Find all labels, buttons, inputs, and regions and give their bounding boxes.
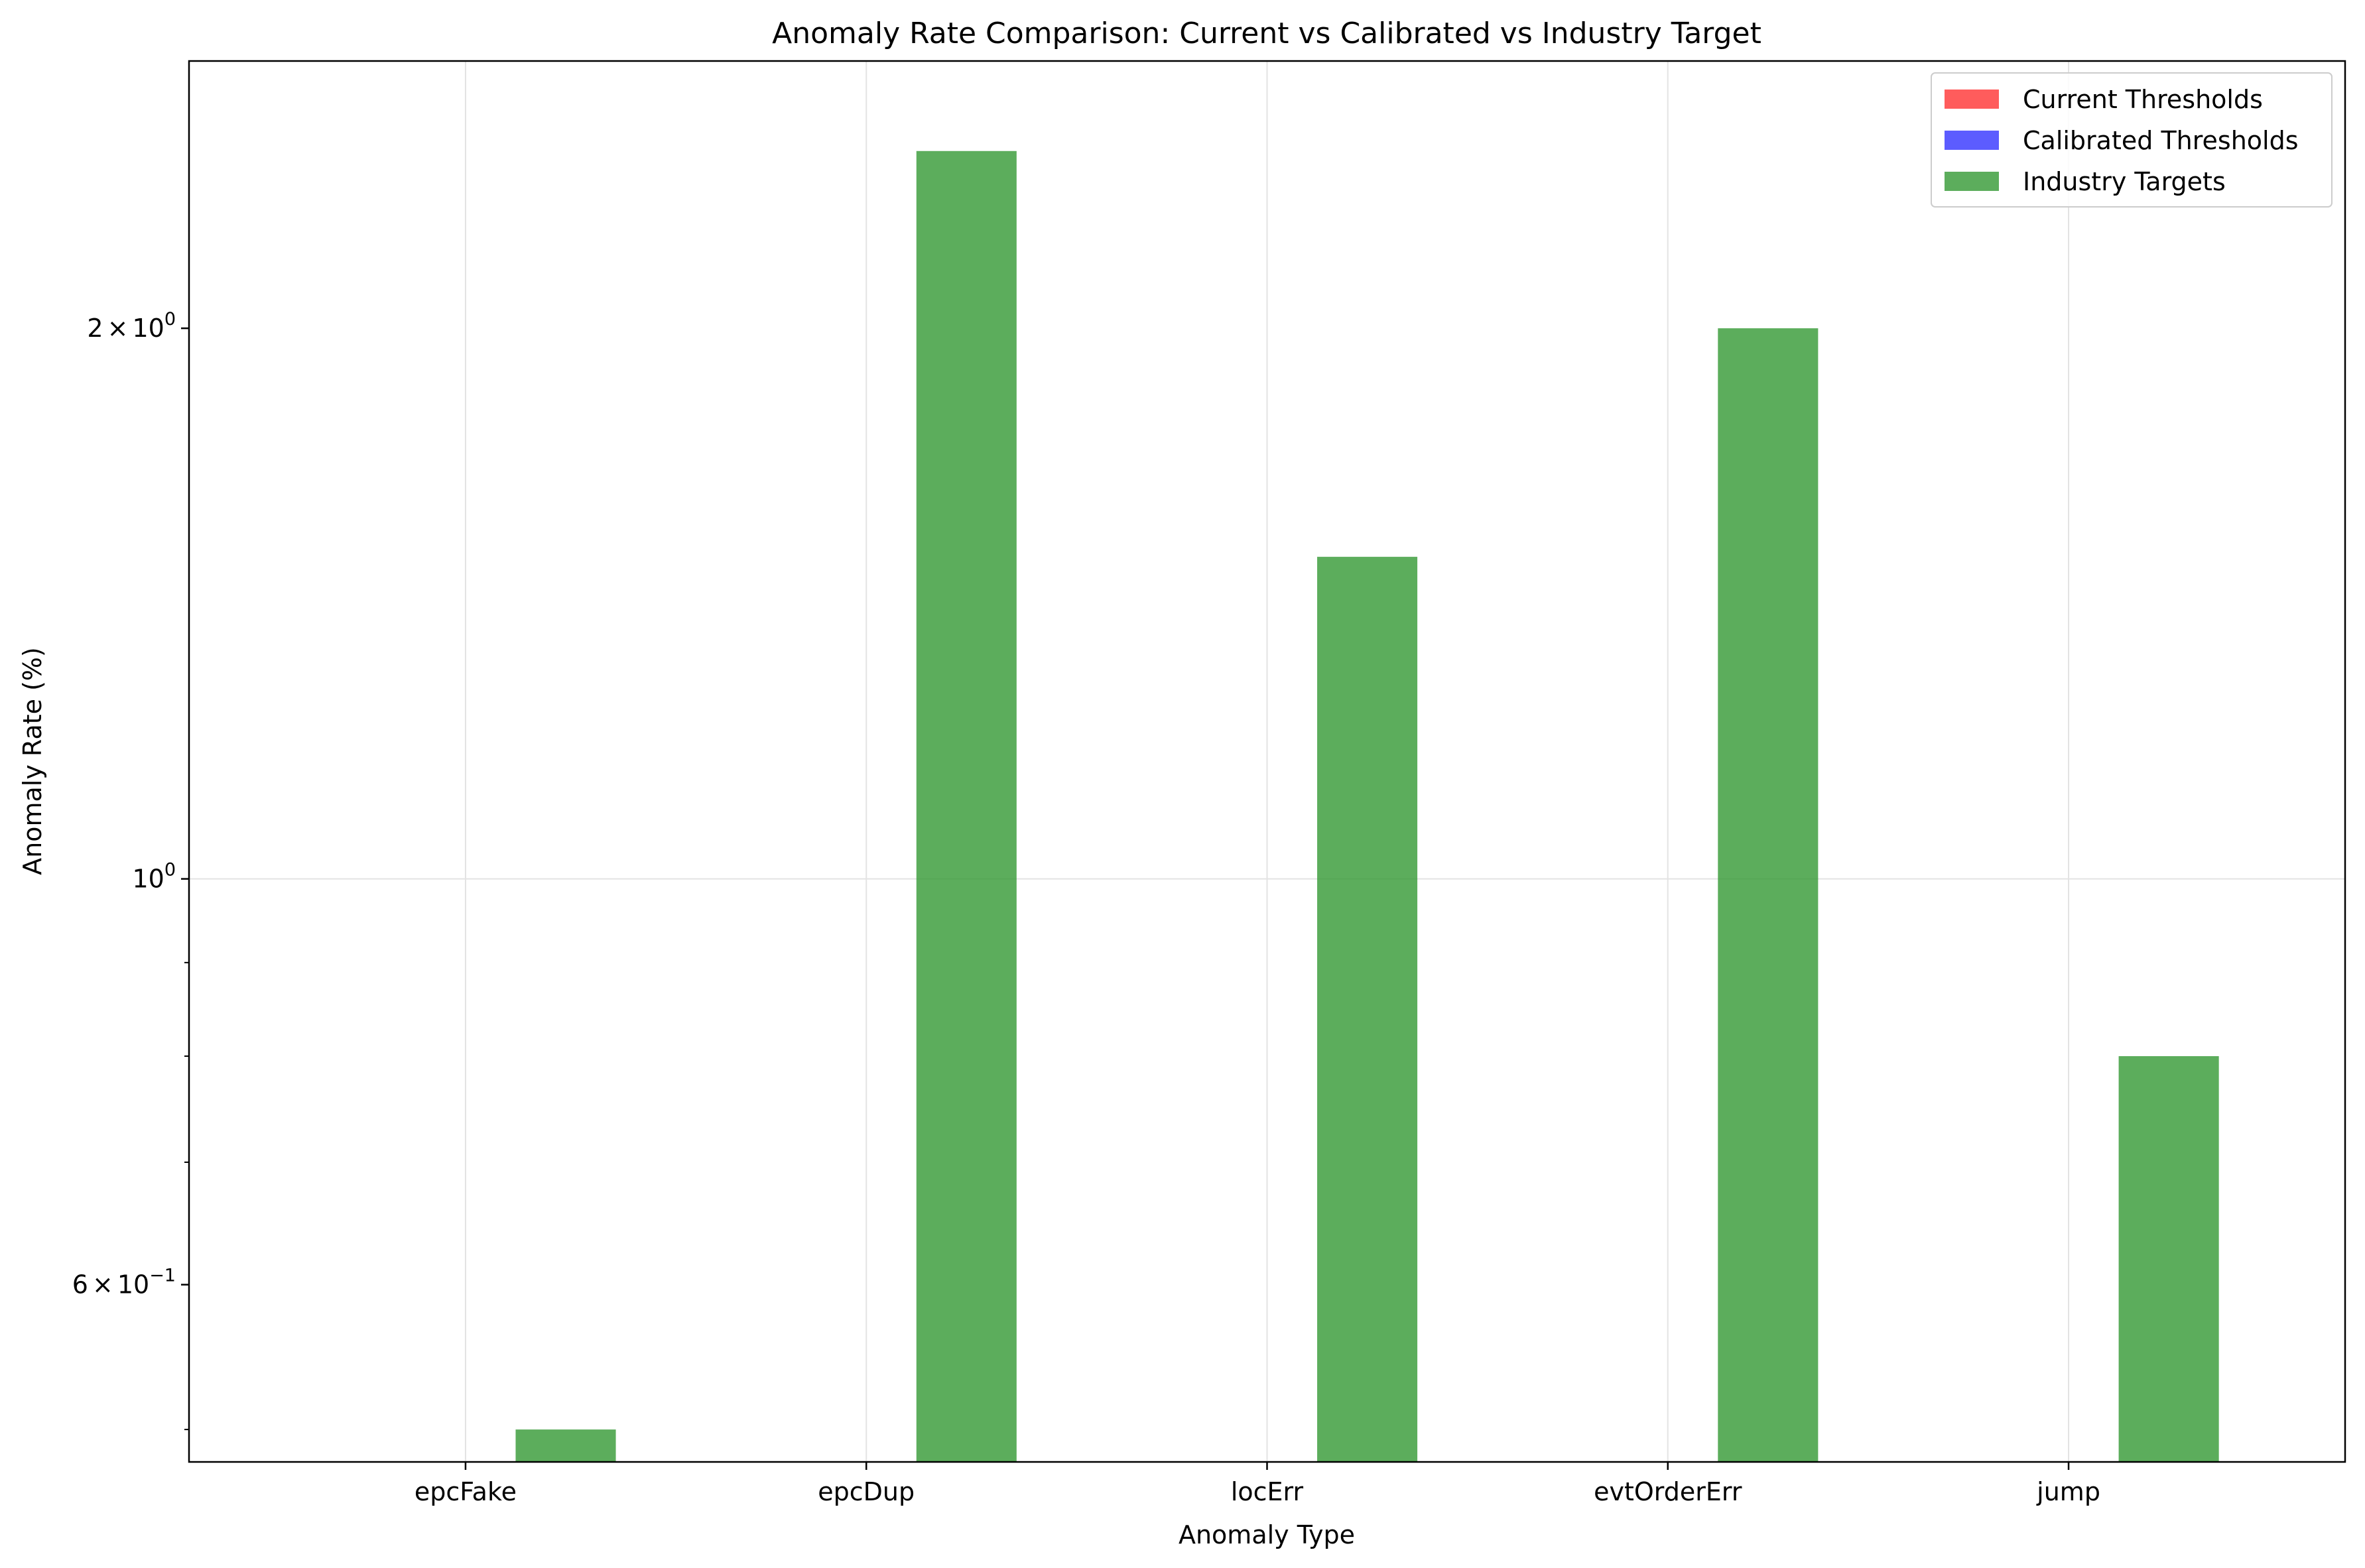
grid-layer xyxy=(189,61,2345,1462)
x-tick-label: epcFake xyxy=(415,1477,517,1506)
y-axis-label: Anomaly Rate (%) xyxy=(18,647,47,875)
legend-label: Current Thresholds xyxy=(2023,85,2263,114)
y-tick-label: 100 xyxy=(132,860,176,894)
legend-label: Calibrated Thresholds xyxy=(2023,126,2299,155)
y-tick-label: 2 × 100 xyxy=(87,309,176,343)
bar-industry-targets xyxy=(515,1429,616,1462)
x-tick-label: epcDup xyxy=(818,1477,915,1506)
x-tick-label: jump xyxy=(2036,1477,2100,1506)
legend-swatch xyxy=(1945,90,1999,109)
legend-frame xyxy=(1931,72,2333,208)
x-tick-label: locErr xyxy=(1231,1477,1304,1506)
chart-title: Anomaly Rate Comparison: Current vs Cali… xyxy=(772,17,1761,50)
bar-industry-targets xyxy=(1317,556,1418,1463)
legend: Current Thresholds Calibrated Thresholds I… xyxy=(1931,72,2333,208)
bar-industry-targets xyxy=(2118,1055,2219,1462)
bar-industry-targets xyxy=(1718,328,1819,1462)
legend-label: Industry Targets xyxy=(2023,167,2226,196)
bar-industry-targets xyxy=(916,151,1017,1462)
legend-swatch xyxy=(1945,131,1999,150)
ticks-layer: epcFake epcDup locErr evtOrderErr jump 2 × 100 1… xyxy=(72,309,2100,1506)
legend-items: Current Thresholds Calibrated Thresholds I… xyxy=(1945,85,2299,196)
x-tick-label: evtOrderErr xyxy=(1594,1477,1742,1506)
x-axis-label: Anomaly Type xyxy=(1179,1520,1355,1549)
bars-layer xyxy=(515,151,2219,1463)
legend-swatch xyxy=(1945,172,1999,191)
y-tick-label: 6 × 10−1 xyxy=(72,1266,176,1299)
